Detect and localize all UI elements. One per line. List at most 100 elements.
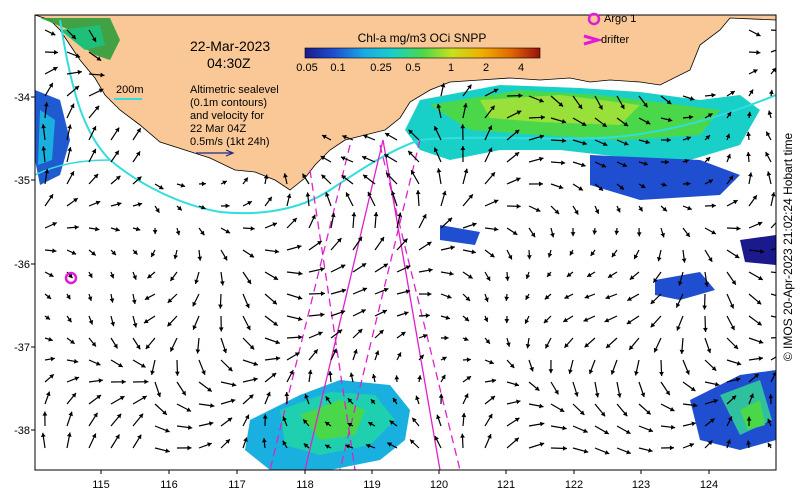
- velocity-arrow: [87, 293, 93, 302]
- velocity-arrow: [433, 147, 442, 163]
- velocity-arrow: [66, 29, 77, 40]
- velocity-arrow: [218, 315, 224, 332]
- velocity-arrow: [484, 125, 493, 141]
- velocity-arrow: [308, 312, 325, 318]
- velocity-arrow: [770, 337, 776, 339]
- velocity-arrow: [308, 267, 325, 273]
- velocity-arrow: [66, 69, 82, 75]
- velocity-arrow: [242, 437, 248, 449]
- velocity-arrow: [242, 359, 259, 366]
- velocity-arrow: [572, 403, 585, 416]
- argo-legend-label: Argo 1: [604, 13, 637, 25]
- x-tick-label: 123: [632, 479, 650, 491]
- velocity-arrow: [66, 170, 75, 185]
- velocity-arrow: [586, 271, 596, 278]
- velocity-arrow: [66, 85, 80, 97]
- velocity-arrow: [436, 414, 442, 427]
- x-tick-label: 116: [160, 479, 178, 491]
- velocity-arrow: [66, 103, 75, 119]
- velocity-arrow: [66, 249, 77, 255]
- velocity-arrow: [44, 82, 54, 97]
- chlorophyll-field: [35, 18, 776, 470]
- velocity-arrow: [638, 183, 646, 189]
- velocity-arrow: [704, 203, 716, 209]
- velocity-arrow: [440, 335, 449, 341]
- velocity-arrow: [768, 89, 774, 97]
- velocity-arrow: [726, 175, 734, 185]
- velocity-arrow: [704, 381, 720, 387]
- velocity-arrow: [88, 412, 98, 427]
- velocity-arrow: [373, 212, 379, 229]
- legend-line: Altimetric sealevel: [190, 84, 279, 96]
- velocity-arrow: [682, 381, 696, 392]
- velocity-arrow: [462, 336, 469, 341]
- velocity-arrow: [110, 175, 121, 185]
- velocity-arrow: [770, 29, 776, 31]
- velocity-arrow: [528, 381, 540, 392]
- velocity-arrow: [611, 249, 618, 258]
- velocity-arrow: [198, 442, 212, 449]
- colorbar-tick-label: 0.25: [370, 62, 391, 74]
- velocity-arrow: [264, 271, 279, 281]
- velocity-arrow: [638, 117, 651, 125]
- velocity-arrow: [176, 205, 183, 211]
- velocity-arrow: [418, 267, 433, 273]
- velocity-arrow: [616, 205, 621, 213]
- velocity-arrow: [198, 421, 214, 427]
- velocity-arrow: [286, 334, 303, 340]
- velocity-arrow: [748, 194, 758, 207]
- velocity-arrow: [110, 127, 120, 141]
- velocity-arrow: [546, 271, 552, 278]
- velocity-arrow: [220, 438, 231, 449]
- velocity-arrow: [44, 391, 51, 405]
- x-tick-label: 124: [700, 479, 718, 491]
- velocity-arrow: [110, 395, 125, 405]
- velocity-arrow: [242, 377, 258, 383]
- map-date: 22-Mar-2023: [190, 38, 271, 54]
- velocity-arrow: [572, 425, 588, 433]
- velocity-arrow: [194, 271, 200, 285]
- velocity-arrow: [242, 337, 255, 350]
- velocity-arrow: [506, 417, 520, 427]
- velocity-arrow: [307, 369, 313, 383]
- velocity-arrow: [198, 381, 213, 393]
- velocity-arrow: [462, 375, 472, 383]
- velocity-arrow: [594, 425, 610, 435]
- velocity-arrow: [88, 359, 101, 366]
- velocity-arrow: [383, 153, 398, 163]
- velocity-arrow: [748, 356, 764, 361]
- velocity-arrow: [415, 190, 421, 207]
- velocity-arrow: [484, 88, 499, 97]
- velocity-arrow: [506, 93, 523, 99]
- velocity-arrow: [352, 349, 358, 361]
- velocity-arrow: [638, 447, 653, 453]
- velocity-arrow: [746, 440, 751, 449]
- velocity-arrow: [440, 245, 455, 251]
- velocity-arrow: [528, 205, 541, 212]
- velocity-arrow: [88, 337, 97, 347]
- velocity-arrow: [770, 67, 776, 75]
- velocity-arrow: [650, 293, 662, 305]
- velocity-arrow: [88, 315, 94, 325]
- velocity-arrow: [528, 421, 545, 427]
- velocity-arrow: [438, 393, 444, 405]
- velocity-arrow: [440, 374, 446, 383]
- velocity-arrow: [147, 271, 156, 279]
- velocity-arrow: [588, 359, 596, 375]
- velocity-arrow: [682, 114, 694, 120]
- velocity-arrow: [746, 111, 752, 119]
- velocity-arrow: [704, 440, 713, 449]
- velocity-arrow: [40, 432, 46, 449]
- velocity-arrow: [305, 192, 311, 207]
- velocity-arrow: [616, 139, 629, 146]
- velocity-arrow: [677, 271, 684, 286]
- velocity-arrow: [347, 397, 354, 405]
- velocity-arrow: [726, 439, 731, 449]
- velocity-arrow: [704, 249, 713, 263]
- velocity-arrow: [176, 381, 187, 396]
- velocity-arrow: [462, 393, 469, 405]
- depth-contour-200m-west: [35, 159, 111, 176]
- velocity-arrow: [176, 403, 192, 412]
- credit-text: © IMOS 20-Apr-2023 21:02:24 Hobart time: [781, 132, 795, 362]
- velocity-arrow: [390, 190, 398, 207]
